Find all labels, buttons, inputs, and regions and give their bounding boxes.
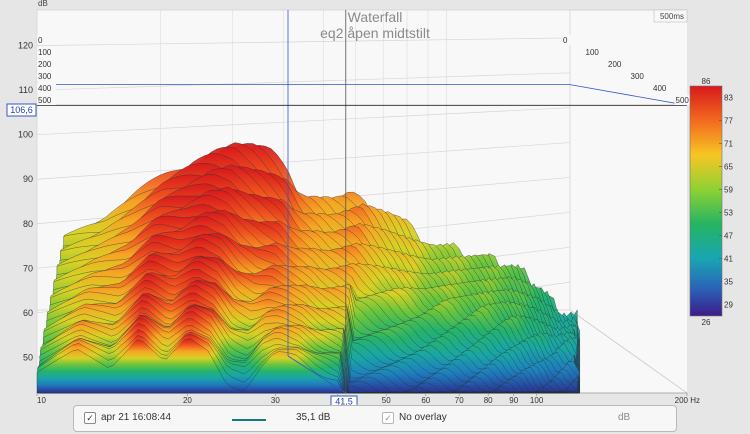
colorbar-tick-label: 71 <box>724 140 733 149</box>
z-tick-label-left: 400 <box>38 84 52 93</box>
colorbar-tick-label: 41 <box>724 255 733 264</box>
z-tick-label-left: 0 <box>38 36 43 45</box>
chart-subtitle: eq2 åpen midtstilt <box>320 25 430 41</box>
time-window-label: 500ms <box>660 12 684 21</box>
y-gridline <box>36 142 571 180</box>
z-tick-label-right: 500 <box>676 96 690 105</box>
y-tick-label: 70 <box>23 263 33 273</box>
x-cursor-readout-box <box>330 395 358 405</box>
z-axis-left-ticks: 0 100 200 300 400 500 <box>37 35 56 105</box>
z-tick-bg <box>629 71 649 81</box>
x-tick-label: 70 <box>455 396 464 405</box>
colorbar-tick-label: 77 <box>724 117 733 126</box>
colorbar-tick-label: 65 <box>724 163 733 172</box>
z-tick-bg <box>562 35 571 45</box>
z-tick-label-left: 200 <box>38 60 52 69</box>
time-window-box <box>653 9 688 23</box>
overlay-checkbox[interactable]: ✓ <box>382 412 394 424</box>
colorbar-max-label: 86 <box>702 77 711 86</box>
x-tick-label: 60 <box>421 396 430 405</box>
z-tick-label-right: 400 <box>653 84 667 93</box>
y-tick-label: 60 <box>23 308 33 318</box>
z-tick-bg <box>37 95 56 105</box>
z-tick-bg <box>584 47 604 57</box>
x-tick-label: 30 <box>271 396 280 405</box>
z-tick-label-right: 300 <box>631 72 645 81</box>
measurement-label[interactable]: apr 21 16:08:44 <box>101 412 172 423</box>
x-tick-label: 90 <box>509 396 518 405</box>
z-tick-bg <box>607 59 626 69</box>
z-tick-bg <box>674 95 694 105</box>
colorbar-tick-label: 53 <box>724 209 733 218</box>
y-gridline <box>36 107 571 136</box>
colorbar-tick-label: 47 <box>724 232 733 241</box>
colorbar: 86 26 83 77 71 65 59 53 47 41 35 29 <box>689 77 733 327</box>
z-axis-right-ticks: 0 100 200 300 400 500 <box>562 35 694 105</box>
chart-title: Waterfall <box>348 9 403 25</box>
colorbar-tick-label: 59 <box>724 186 733 195</box>
edge-bottom <box>569 309 688 394</box>
y-tick-label: 100 <box>18 130 33 140</box>
x-tick-label: 50 <box>382 396 391 405</box>
y-tick-label: 110 <box>19 85 33 95</box>
waterfall-chart: Waterfall eq2 åpen midtstilt 500ms dB 50… <box>6 0 734 406</box>
z-tick-bg <box>652 83 671 93</box>
cursor-lines <box>37 10 688 394</box>
z-tick-bg <box>37 35 46 45</box>
overlay-label: No overlay <box>399 412 447 423</box>
z-tick-bg <box>37 71 56 81</box>
colorbar-gradient <box>689 85 723 317</box>
colorbar-tick-label: 29 <box>724 301 733 310</box>
y-tick-label: 80 <box>23 219 33 229</box>
y-gridline <box>36 72 571 91</box>
y-cursor-perspective-line <box>569 84 688 106</box>
y-axis-ticks: 50 60 70 80 90 100 110 120 <box>18 41 33 363</box>
x-axis-ticks: 10 20 30 50 60 70 80 90 100 200 Hz <box>36 393 700 405</box>
colorbar-tick-label: 83 <box>724 94 733 103</box>
z-tick-label-right: 200 <box>608 60 622 69</box>
z-tick-label-left: 300 <box>38 72 52 81</box>
back-wall-grid <box>36 9 571 358</box>
legend-bar: ✓ apr 21 16:08:44 35,1 dB ✓ No overlay d… <box>73 405 677 432</box>
z-tick-bg <box>37 83 56 93</box>
y-tick-label: 120 <box>18 41 33 51</box>
measurement-checkbox[interactable]: ✓ <box>84 412 96 424</box>
y-gridline <box>36 37 571 46</box>
z-tick-label-left: 500 <box>38 96 52 105</box>
overlay-unit: dB <box>618 412 631 423</box>
x-cursor-perspective-line <box>287 355 346 394</box>
z-tick-label-right: 100 <box>586 48 600 57</box>
colorbar-min-label: 26 <box>702 318 711 327</box>
measurement-value: 35,1 dB <box>296 412 331 423</box>
x-tick-label: 100 <box>530 396 544 405</box>
y-cursor-readout-box <box>6 103 37 117</box>
waterfall-surface <box>36 142 580 394</box>
z-tick-bg <box>37 47 56 57</box>
x-tick-label: 10 <box>37 396 46 405</box>
colorbar-ticks: 83 77 71 65 59 53 47 41 35 29 <box>719 94 733 310</box>
z-tick-label-left: 100 <box>38 48 52 57</box>
z-tick-bg <box>37 59 56 69</box>
y-tick-label: 90 <box>23 174 33 184</box>
y-unit-label: dB <box>38 0 48 8</box>
measurement-color-swatch <box>232 419 266 421</box>
x-tick-label: 200 Hz <box>675 396 700 405</box>
x-tick-label: 20 <box>183 396 192 405</box>
z-tick-label-right: 0 <box>563 36 568 45</box>
y-cursor-readout: 106,6 <box>10 105 33 115</box>
colorbar-tick-label: 35 <box>724 278 733 287</box>
x-cursor-readout: 41,5 <box>335 397 353 406</box>
y-tick-label: 50 <box>23 352 33 362</box>
x-tick-label: 80 <box>484 396 493 405</box>
